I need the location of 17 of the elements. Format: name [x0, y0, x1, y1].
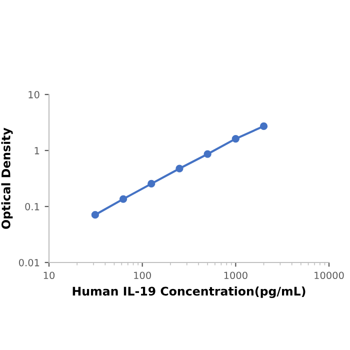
point	[91, 211, 100, 219]
x-tick-label: 1000	[224, 272, 248, 280]
point	[119, 195, 128, 203]
y-tick-label: 0.01	[18, 258, 40, 266]
point	[148, 180, 156, 188]
x-tick-label: 10000	[314, 272, 344, 280]
point	[260, 122, 268, 130]
point	[204, 150, 212, 158]
y-tick-label: 1	[34, 147, 40, 154]
x-tick-label: 100	[134, 272, 151, 280]
y-axis-title: Optical Density	[1, 128, 13, 229]
x-tick-label: 10	[44, 272, 55, 280]
x-axis-title: Human IL-19 Concentration(pg/mL)	[72, 286, 306, 298]
y-tick-label: 0.1	[25, 202, 40, 210]
point	[176, 164, 184, 172]
y-tick-label: 10	[28, 90, 40, 98]
point	[232, 134, 240, 143]
